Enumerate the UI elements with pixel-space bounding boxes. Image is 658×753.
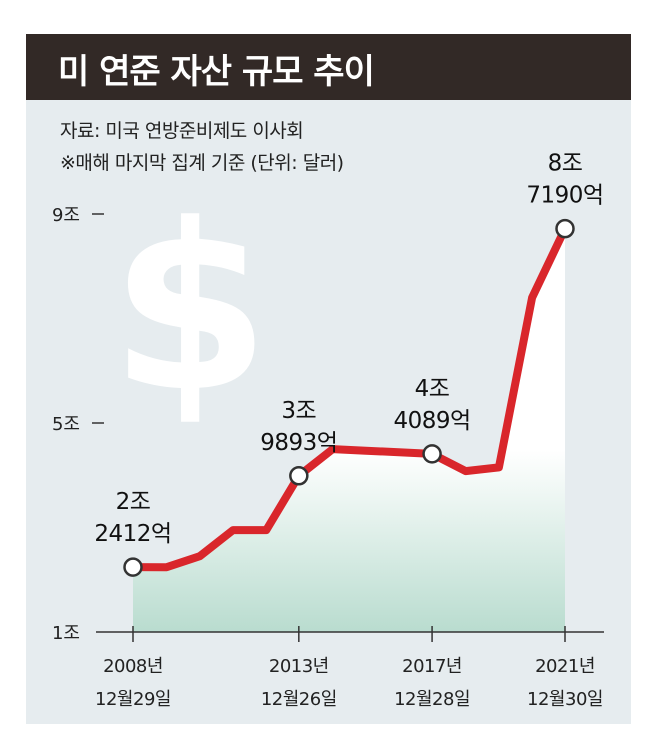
x-tick-label-date-1: 12월26일 bbox=[261, 689, 337, 710]
series-line bbox=[129, 224, 569, 572]
source-note: 자료: 미국 연방준비제도 이사회 bbox=[60, 120, 304, 142]
x-tick-label-date-2: 12월28일 bbox=[394, 689, 470, 710]
data-label-trillion-3: 8조 bbox=[548, 151, 583, 177]
y-tick-label-2: 1조 bbox=[52, 623, 80, 644]
data-label-trillion-0: 2조 bbox=[116, 489, 151, 515]
data-label-trillion-1: 3조 bbox=[281, 398, 316, 424]
data-point-2 bbox=[422, 444, 442, 464]
x-tick-label-year-0: 2008년 bbox=[103, 656, 163, 677]
data-label-billion-1: 9893억 bbox=[260, 430, 337, 456]
x-tick-label-year-2: 2017년 bbox=[402, 656, 462, 677]
x-tick-label-date-3: 12월30일 bbox=[527, 689, 603, 710]
data-label-billion-3: 7190억 bbox=[526, 183, 603, 209]
data-label-trillion-2: 4조 bbox=[415, 376, 450, 402]
data-label-billion-2: 4089억 bbox=[393, 408, 470, 434]
x-tick-label-year-1: 2013년 bbox=[269, 656, 329, 677]
data-label-billion-0: 2412억 bbox=[94, 521, 171, 547]
x-tick-label-date-0: 12월29일 bbox=[95, 689, 171, 710]
dollar-sign-icon: $ bbox=[110, 176, 270, 443]
dollar-glyph: $ bbox=[110, 176, 270, 443]
x-tick-label-year-3: 2021년 bbox=[535, 656, 595, 677]
data-point-1 bbox=[289, 466, 309, 486]
y-tick-label-0: 9조 bbox=[52, 205, 80, 226]
title-bar: 미 연준 자산 규모 추이 bbox=[26, 34, 631, 100]
chart-title: 미 연준 자산 규모 추이 bbox=[58, 52, 375, 92]
unit-note: ※매해 마지막 집계 기준 (단위: 달러) bbox=[60, 152, 344, 174]
data-point-3 bbox=[555, 218, 575, 239]
y-tick-label-1: 5조 bbox=[52, 414, 80, 435]
data-point-0 bbox=[123, 557, 143, 577]
